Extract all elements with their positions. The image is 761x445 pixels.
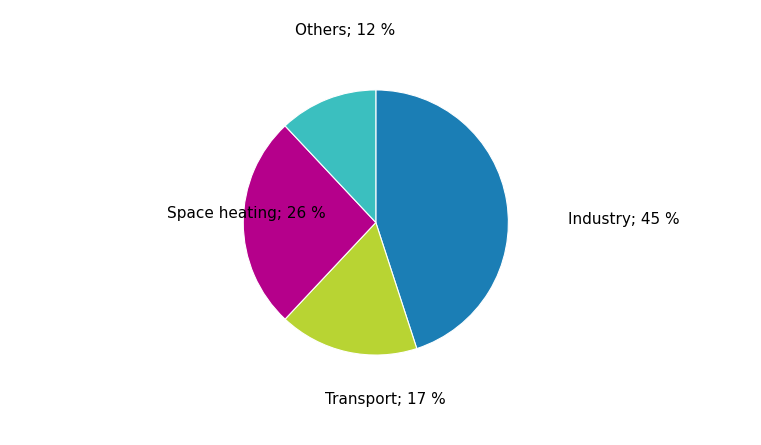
- Text: Industry; 45 %: Industry; 45 %: [568, 212, 680, 227]
- Wedge shape: [376, 90, 508, 348]
- Wedge shape: [285, 222, 417, 355]
- Text: Others; 12 %: Others; 12 %: [295, 24, 395, 38]
- Wedge shape: [244, 126, 376, 319]
- Text: Transport; 17 %: Transport; 17 %: [325, 392, 445, 407]
- Wedge shape: [285, 90, 376, 222]
- Text: Space heating; 26 %: Space heating; 26 %: [167, 206, 326, 221]
